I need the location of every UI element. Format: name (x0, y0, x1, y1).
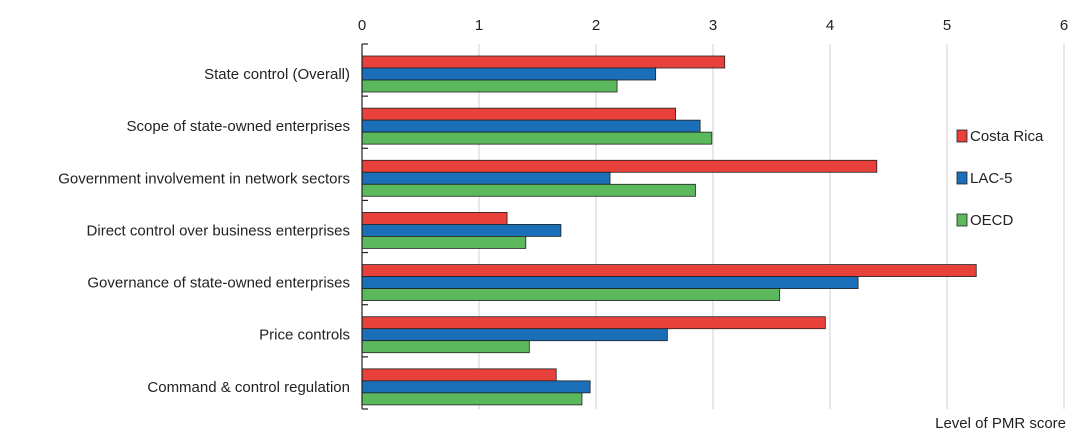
bar-costa-rica (361, 159, 878, 173)
bar-oecd (361, 183, 696, 197)
x-tick-label: 6 (1060, 17, 1068, 34)
bar-lac-5 (361, 276, 859, 289)
bar-oecd (361, 131, 713, 145)
category-label: Government involvement in network sector… (58, 170, 350, 187)
category-label: Scope of state-owned enterprises (127, 118, 350, 135)
bar-lac-5 (361, 380, 591, 394)
category-label: State control (Overall) (204, 66, 350, 83)
bar-lac-5 (361, 224, 562, 237)
y-axis (361, 43, 368, 410)
bar-oecd (361, 79, 618, 93)
bar-costa-rica (361, 316, 826, 330)
legend-swatch (956, 129, 968, 143)
bars (361, 55, 977, 406)
legend-swatch (956, 171, 968, 185)
bar-lac-5 (361, 171, 611, 185)
category-label: Governance of state-owned enterprises (87, 275, 350, 292)
x-axis-title: Level of PMR score (935, 415, 1066, 432)
bar-costa-rica (361, 212, 508, 225)
bar-costa-rica (361, 107, 676, 121)
x-tick-label: 5 (943, 17, 951, 34)
bar-lac-5 (361, 67, 657, 81)
bar-costa-rica (361, 55, 726, 69)
bar-costa-rica (361, 368, 557, 382)
legend: Costa Rica LAC-5 OECD (956, 128, 1044, 229)
bar-oecd (361, 236, 527, 249)
legend-label: Costa Rica (970, 128, 1044, 145)
x-tick-label: 0 (358, 17, 366, 34)
legend-label: LAC-5 (970, 170, 1013, 187)
bar-lac-5 (361, 328, 668, 342)
x-tick-label: 3 (709, 17, 717, 34)
bar-costa-rica (361, 264, 977, 277)
category-label: Direct control over business enterprises (87, 222, 350, 239)
bar-oecd (361, 288, 781, 301)
legend-label: OECD (970, 212, 1014, 229)
bar-lac-5 (361, 119, 701, 133)
x-tick-label: 4 (826, 17, 834, 34)
bar-oecd (361, 392, 583, 406)
category-label: Command & control regulation (147, 379, 350, 396)
category-labels: State control (Overall) Scope of state-ow… (58, 66, 350, 396)
legend-swatch (956, 213, 968, 227)
x-tick-label: 2 (592, 17, 600, 34)
category-label: Price controls (259, 327, 350, 344)
x-tick-label: 1 (475, 17, 483, 34)
bar-oecd (361, 340, 530, 354)
x-axis-ticks: 0 1 2 3 4 5 6 (358, 17, 1068, 34)
